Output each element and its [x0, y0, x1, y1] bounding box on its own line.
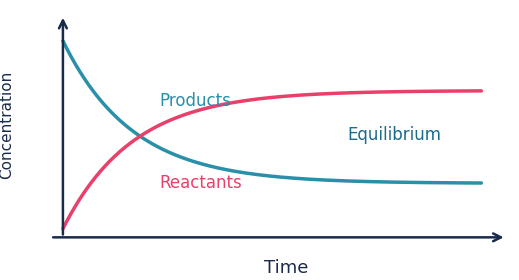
Text: Concentration: Concentration: [0, 71, 15, 179]
Text: Time: Time: [264, 259, 308, 277]
Text: Products: Products: [159, 92, 231, 110]
Text: Equilibrium: Equilibrium: [347, 126, 442, 144]
Text: Reactants: Reactants: [159, 174, 242, 192]
